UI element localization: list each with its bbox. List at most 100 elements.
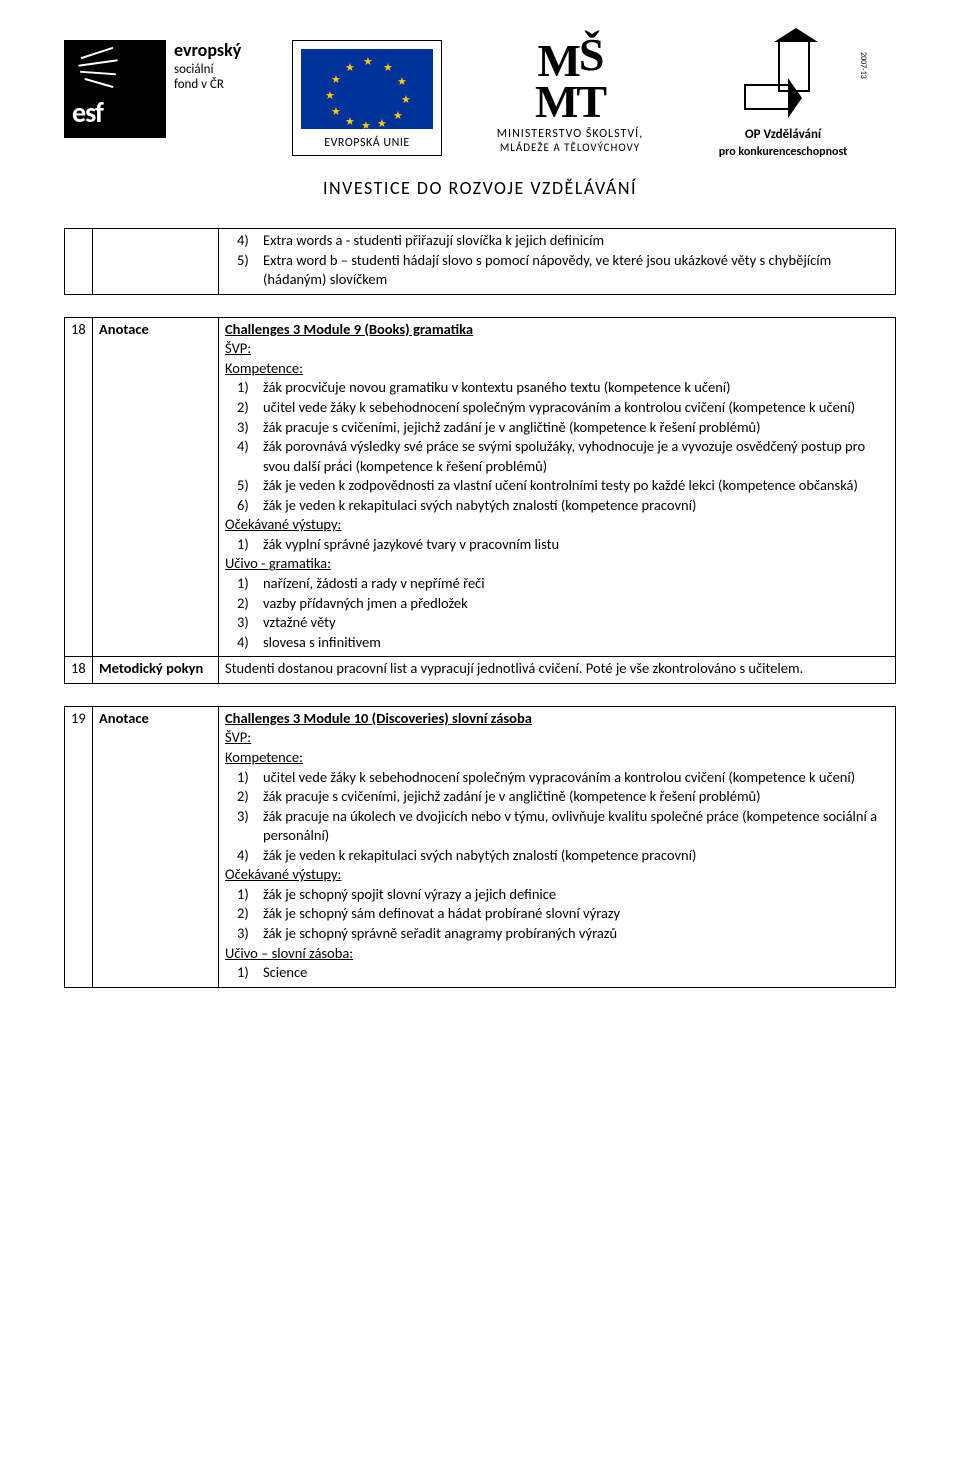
list-item: žák je schopný správně seřadit anagramy … (263, 924, 889, 944)
ocekavane-label: Očekávané výstupy: (225, 515, 889, 535)
ucivo-label: Učivo – slovní zásoba: (225, 944, 889, 964)
text: žák je veden k zodpovědnosti za vlastní … (263, 476, 858, 494)
label-text: Anotace (99, 320, 149, 338)
frag-list: Extra words a - studenti přiřazují sloví… (225, 231, 889, 290)
cell-label: Metodický pokyn (93, 657, 219, 684)
opvk-icon (738, 40, 828, 124)
ocekavane-list: žák je schopný spojit slovní výrazy a je… (225, 885, 889, 944)
cell-content: Studenti dostanou pracovní list a vyprac… (219, 657, 896, 684)
svp-label: ŠVP: (225, 728, 889, 748)
list-item: Extra word b – studenti hádají slovo s p… (263, 251, 889, 290)
header-logos: esf evropský sociální fond v ČR ★ ★ ★ ★ … (64, 40, 896, 160)
text: žák je schopný sám definovat a hádat pro… (263, 904, 620, 922)
esf-logo-text: esf (72, 94, 103, 132)
list-item: žák je veden k zodpovědnosti za vlastní … (263, 476, 889, 496)
text: Extra word b – studenti hádají slovo s p… (263, 251, 831, 289)
list-item: žák porovnává výsledky své práce se svým… (263, 437, 889, 476)
list-item: vazby přídavných jmen a předložek (263, 594, 889, 614)
ucivo-label: Učivo - gramatika: (225, 554, 889, 574)
list-item: vztažné věty (263, 613, 889, 633)
label-text: Metodický pokyn (99, 659, 203, 677)
text: žák pracuje na úkolech ve dvojicích nebo… (263, 807, 877, 845)
block-title: Challenges 3 Module 10 (Discoveries) slo… (225, 709, 889, 729)
text: žák pracuje s cvičeními, jejichž zadání … (263, 418, 761, 436)
ucivo-list: Science (225, 963, 889, 983)
block-title: Challenges 3 Module 9 (Books) gramatika (225, 320, 889, 340)
esf-line1: evropský (174, 39, 241, 61)
cell-content: Challenges 3 Module 9 (Books) gramatika … (219, 317, 896, 657)
text: žák je schopný správně seřadit anagramy … (263, 924, 617, 942)
opvk-line2: pro konkurenceschopnost (698, 144, 868, 160)
cell-label: Anotace (93, 706, 219, 987)
text: žák procvičuje novou gramatiku v kontext… (263, 378, 731, 396)
cell-empty (65, 229, 93, 295)
msmt-line1: MINISTERSTVO ŠKOLSTVÍ, (460, 127, 680, 141)
kompetence-list: učitel vede žáky k sebehodnocení společn… (225, 768, 889, 866)
text: nařízení, žádosti a rady v nepřímé řeči (263, 574, 485, 592)
logo-msmt: MŠ MT MINISTERSTVO ŠKOLSTVÍ, MLÁDEŽE A T… (460, 40, 680, 156)
svp-label: ŠVP: (225, 339, 889, 359)
text: Extra words a - studenti přiřazují sloví… (263, 231, 604, 249)
list-item: žák pracuje s cvičeními, jejichž zadání … (263, 787, 889, 807)
text: žák je veden k rekapitulaci svých nabytý… (263, 496, 696, 514)
text: slovesa s infinitivem (263, 633, 381, 651)
ocekavane-list: žák vyplní správné jazykové tvary v prac… (225, 535, 889, 555)
list-item: učitel vede žáky k sebehodnocení společn… (263, 768, 889, 788)
table-row: 19 Anotace Challenges 3 Module 10 (Disco… (65, 706, 896, 987)
cell-num: 18 (65, 657, 93, 684)
kompetence-label: Kompetence: (225, 748, 889, 768)
logo-esf: esf evropský sociální fond v ČR (64, 40, 274, 138)
list-item: žák pracuje na úkolech ve dvojicích nebo… (263, 807, 889, 846)
cell-num: 19 (65, 706, 93, 987)
ocekavane-label: Očekávané výstupy: (225, 865, 889, 885)
opvk-line1: OP Vzdělávání (698, 126, 868, 144)
kompetence-label: Kompetence: (225, 359, 889, 379)
table-row: 18 Anotace Challenges 3 Module 9 (Books)… (65, 317, 896, 657)
eu-label: EVROPSKÁ UNIE (301, 135, 433, 151)
esf-line2: sociální (174, 62, 213, 77)
text: vazby přídavných jmen a předložek (263, 594, 468, 612)
text: učitel vede žáky k sebehodnocení společn… (263, 398, 855, 416)
kompetence-list: žák procvičuje novou gramatiku v kontext… (225, 378, 889, 515)
opvk-side: 2007-13 (857, 52, 868, 79)
table-18: 18 Anotace Challenges 3 Module 9 (Books)… (64, 317, 896, 684)
esf-icon: esf (64, 40, 166, 138)
list-item: žák je veden k rekapitulaci svých nabytý… (263, 496, 889, 516)
list-item: žák je schopný spojit slovní výrazy a je… (263, 885, 889, 905)
cell-num: 18 (65, 317, 93, 657)
tagline: INVESTICE DO ROZVOJE VZDĚLÁVÁNÍ (64, 176, 896, 200)
text: Science (263, 963, 307, 981)
table-fragment: Extra words a - studenti přiřazují sloví… (64, 228, 896, 295)
logo-eu: ★ ★ ★ ★ ★ ★ ★ ★ ★ ★ ★ ★ EVROPSKÁ UNIE (292, 40, 442, 156)
list-item: nařízení, žádosti a rady v nepřímé řeči (263, 574, 889, 594)
msmt-line2: MLÁDEŽE A TĚLOVÝCHOVY (460, 141, 680, 156)
list-item: žák je veden k rekapitulaci svých nabytý… (263, 846, 889, 866)
list-item: Science (263, 963, 889, 983)
table-19: 19 Anotace Challenges 3 Module 10 (Disco… (64, 706, 896, 988)
cell-empty (93, 229, 219, 295)
text: vztažné věty (263, 613, 336, 631)
page: esf evropský sociální fond v ČR ★ ★ ★ ★ … (0, 0, 960, 1060)
cell-label: Anotace (93, 317, 219, 657)
list-item: žák procvičuje novou gramatiku v kontext… (263, 378, 889, 398)
esf-line3: fond v ČR (174, 77, 224, 92)
list-item: učitel vede žáky k sebehodnocení společn… (263, 398, 889, 418)
list-item: žák vyplní správné jazykové tvary v prac… (263, 535, 889, 555)
table-row: 18 Metodický pokyn Studenti dostanou pra… (65, 657, 896, 684)
list-item: žák pracuje s cvičeními, jejichž zadání … (263, 418, 889, 438)
text: žák porovnává výsledky své práce se svým… (263, 437, 865, 475)
text: žák pracuje s cvičeními, jejichž zadání … (263, 787, 761, 805)
msmt-icon: MŠ MT (460, 40, 680, 123)
text: žák je veden k rekapitulaci svých nabytý… (263, 846, 696, 864)
table-row: Extra words a - studenti přiřazují sloví… (65, 229, 896, 295)
logo-opvk: 2007-13 OP Vzdělávání pro konkurencescho… (698, 40, 868, 160)
text: žák je schopný spojit slovní výrazy a je… (263, 885, 556, 903)
text: učitel vede žáky k sebehodnocení společn… (263, 768, 855, 786)
text: žák vyplní správné jazykové tvary v prac… (263, 535, 559, 553)
label-text: Anotace (99, 709, 149, 727)
list-item: slovesa s infinitivem (263, 633, 889, 653)
list-item: žák je schopný sám definovat a hádat pro… (263, 904, 889, 924)
cell-content: Challenges 3 Module 10 (Discoveries) slo… (219, 706, 896, 987)
eu-flag-icon: ★ ★ ★ ★ ★ ★ ★ ★ ★ ★ ★ ★ (301, 49, 433, 129)
esf-label: evropský sociální fond v ČR (174, 40, 241, 93)
